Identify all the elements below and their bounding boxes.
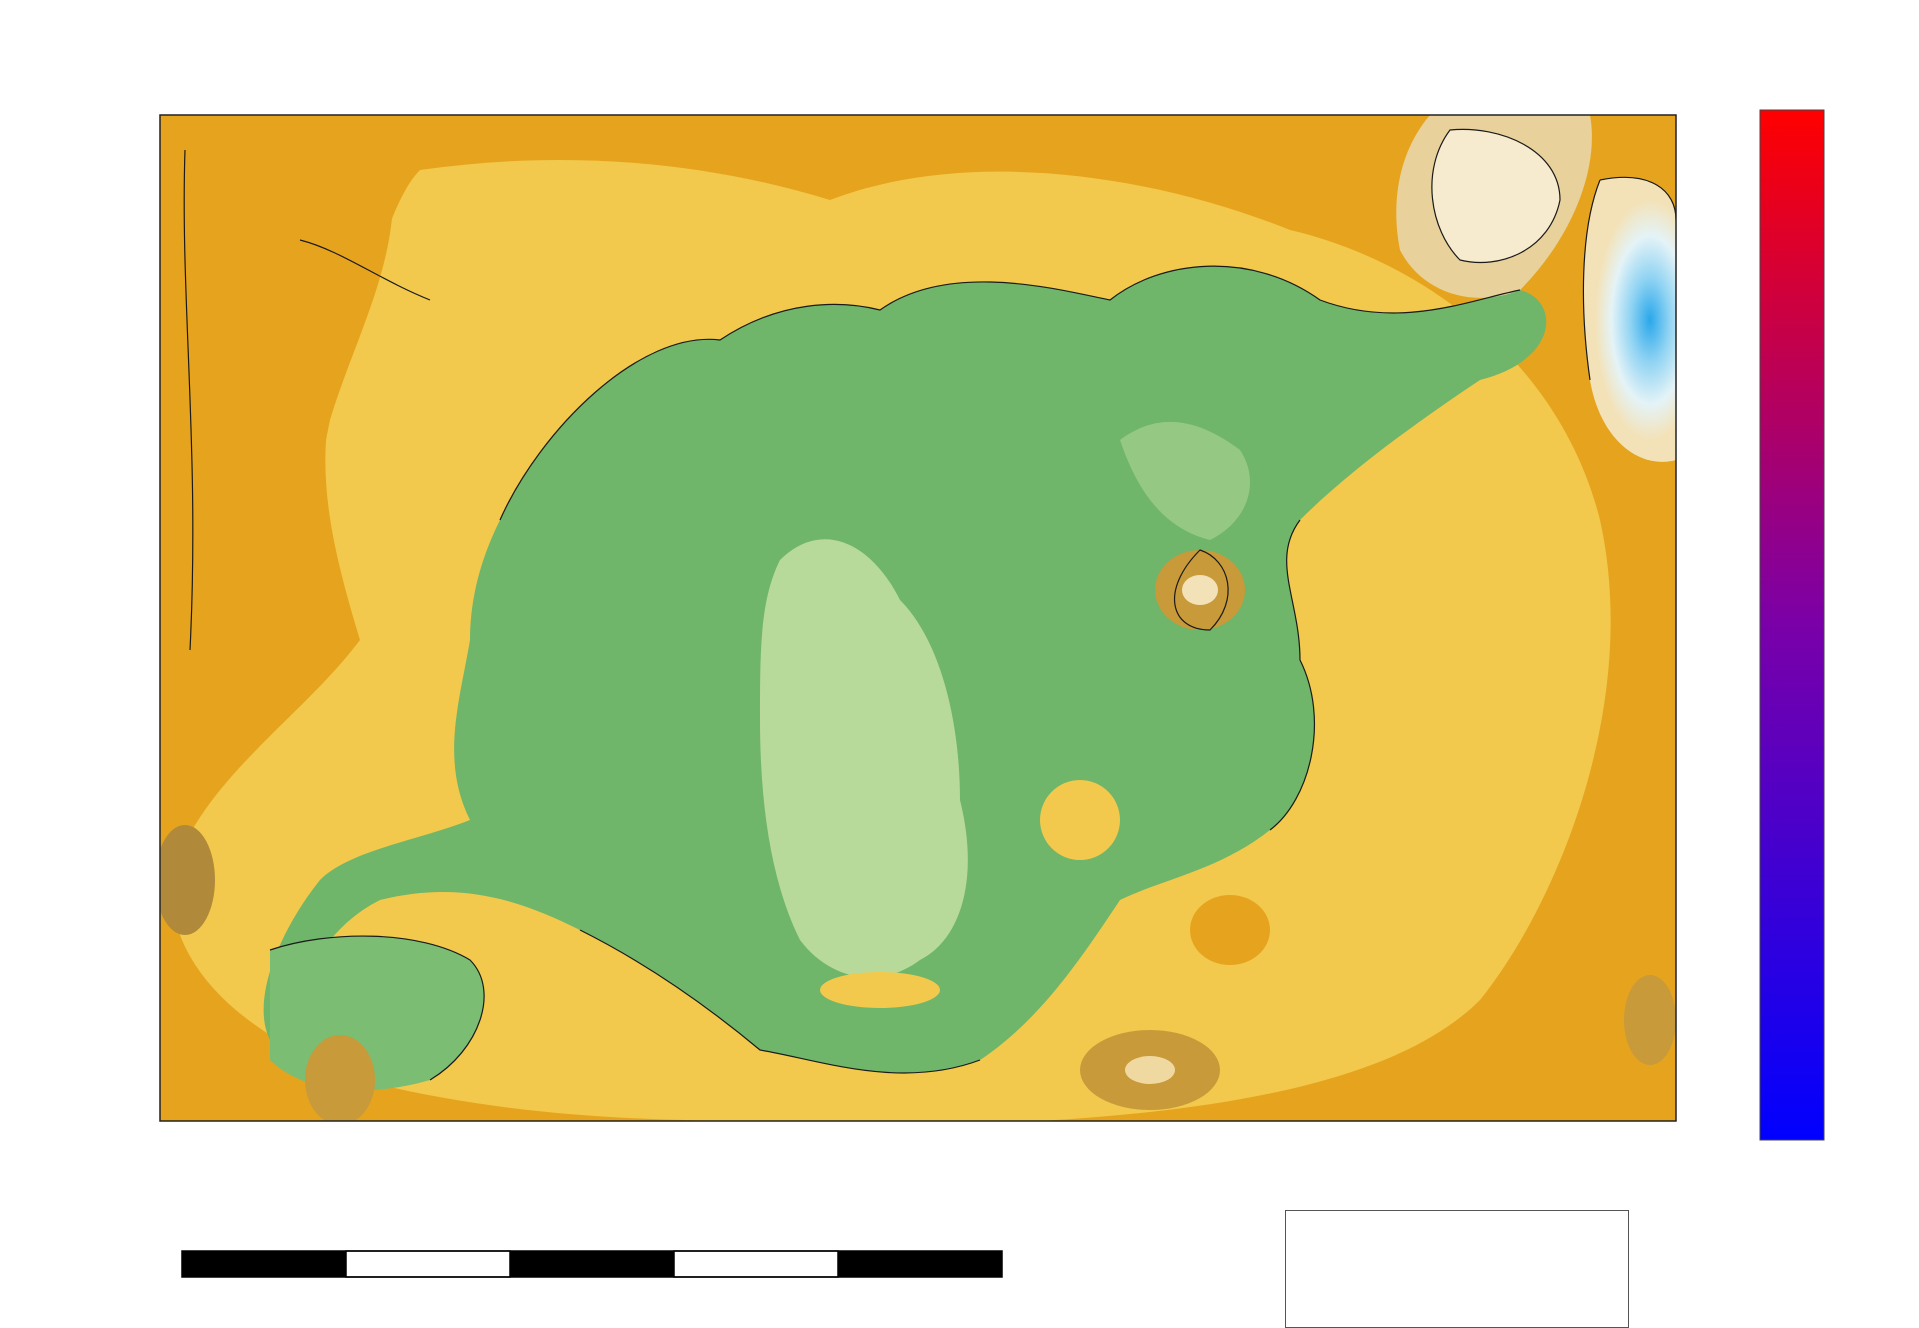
scale-bar xyxy=(181,1250,1003,1278)
map-frame xyxy=(159,114,1677,1122)
colorbar xyxy=(1759,109,1825,1141)
terrain-raster xyxy=(160,115,1676,1121)
legend-box xyxy=(1285,1210,1629,1328)
